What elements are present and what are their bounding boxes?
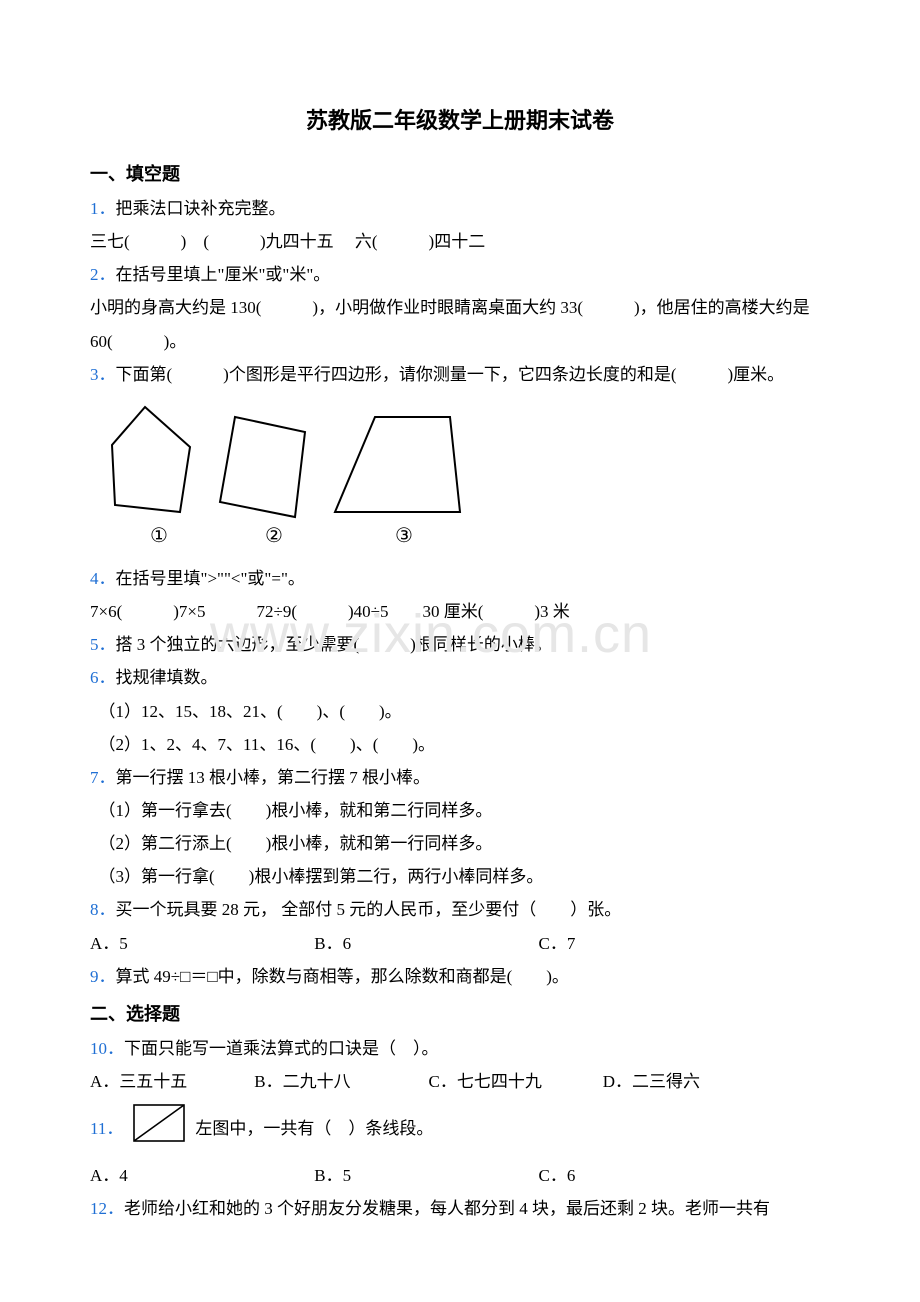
q11-opt-c: C．6 — [539, 1159, 576, 1192]
q8-num: 8． — [90, 900, 116, 919]
q11-text: 左图中，一共有（ ）条线段。 — [195, 1112, 433, 1145]
q6-sub2: （2）1、2、4、7、11、16、( )、( )。 — [90, 728, 830, 761]
q6-line1: 6．找规律填数。 — [90, 661, 830, 694]
q3-line1: 3．下面第( )个图形是平行四边形，请你测量一下，它四条边长度的和是( )厘米。 — [90, 358, 830, 391]
q11-num: 11． — [90, 1112, 123, 1145]
q6-text: 找规律填数。 — [116, 668, 218, 687]
shapes-figure: ① ② ③ — [100, 397, 830, 558]
q11-figure-box — [131, 1102, 187, 1155]
shapes-svg: ① ② ③ — [100, 397, 470, 547]
shape-1-pentagon — [112, 407, 190, 512]
q3-text: 下面第( )个图形是平行四边形，请你测量一下，它四条边长度的和是( )厘米。 — [116, 365, 785, 384]
section-2-heading: 二、选择题 — [90, 997, 830, 1032]
q10-opt-c: C．七七四十九 — [429, 1065, 599, 1098]
q2-line1: 2．在括号里填上"厘米"或"米"。 — [90, 258, 830, 291]
q4-line1: 4．在括号里填">""<"或"="。 — [90, 562, 830, 595]
q9-num: 9． — [90, 967, 116, 986]
q11-diagonal-rect-icon — [131, 1102, 187, 1144]
q10-opt-b: B．二九十八 — [254, 1065, 424, 1098]
shape-3-trapezoid — [335, 417, 460, 512]
q2-line2: 小明的身高大约是 130( )，小明做作业时眼睛离桌面大约 33( )，他居住的… — [90, 291, 830, 357]
q8-options: A．5 B．6 C．7 — [90, 927, 830, 960]
q10-text: 下面只能写一道乘法算式的口诀是（ ）。 — [124, 1039, 439, 1058]
shape-label-2: ② — [265, 525, 283, 547]
q6-sub1: （1）12、15、18、21、( )、( )。 — [90, 695, 830, 728]
q9-line: 9．算式 49÷□＝□中，除数与商相等，那么除数和商都是( )。 — [90, 960, 830, 993]
q11-options: A．4 B．5 C．6 — [90, 1159, 830, 1192]
q12-line: 12．老师给小红和她的 3 个好朋友分发糖果，每人都分到 4 块，最后还剩 2 … — [90, 1192, 830, 1225]
q1-text: 把乘法口诀补充完整。 — [116, 199, 286, 218]
q10-num: 10． — [90, 1039, 124, 1058]
q4-num: 4． — [90, 569, 116, 588]
page-title: 苏教版二年级数学上册期末试卷 — [90, 100, 830, 143]
q10-opt-a: A．三五十五 — [90, 1065, 250, 1098]
q7-text: 第一行摆 13 根小棒，第二行摆 7 根小棒。 — [116, 768, 431, 787]
q4-text: 在括号里填">""<"或"="。 — [116, 569, 305, 588]
q10-line: 10．下面只能写一道乘法算式的口诀是（ ）。 — [90, 1032, 830, 1065]
q5-text: 搭 3 个独立的六边形，至少需要( )根同样长的小棒。 — [116, 635, 552, 654]
q11-row: 11． 左图中，一共有（ ）条线段。 — [90, 1102, 830, 1155]
shape-2-parallelogram — [220, 417, 305, 517]
q12-text: 老师给小红和她的 3 个好朋友分发糖果，每人都分到 4 块，最后还剩 2 块。老… — [124, 1199, 770, 1218]
exam-page: www.zixin.com.cn 苏教版二年级数学上册期末试卷 一、填空题 1．… — [0, 0, 920, 1302]
q11-opt-b: B．5 — [314, 1159, 534, 1192]
q11-opt-a: A．4 — [90, 1159, 310, 1192]
q7-num: 7． — [90, 768, 116, 787]
q8-text: 买一个玩具要 28 元， 全部付 5 元的人民币，至少要付（ ）张。 — [116, 900, 622, 919]
q12-num: 12． — [90, 1199, 124, 1218]
q7-sub3: （3）第一行拿( )根小棒摆到第二行，两行小棒同样多。 — [90, 860, 830, 893]
q9-text: 算式 49÷□＝□中，除数与商相等，那么除数和商都是( )。 — [116, 967, 569, 986]
q7-line1: 7．第一行摆 13 根小棒，第二行摆 7 根小棒。 — [90, 761, 830, 794]
q2-text: 在括号里填上"厘米"或"米"。 — [116, 265, 331, 284]
q8-opt-b: B．6 — [314, 927, 534, 960]
shape-label-3: ③ — [395, 525, 413, 547]
q7-sub2: （2）第二行添上( )根小棒，就和第一行同样多。 — [90, 827, 830, 860]
q10-options: A．三五十五 B．二九十八 C．七七四十九 D．二三得六 — [90, 1065, 830, 1098]
section-1-heading: 一、填空题 — [90, 157, 830, 192]
q2-num: 2． — [90, 265, 116, 284]
q5-num: 5． — [90, 635, 116, 654]
q8-opt-c: C．7 — [539, 927, 576, 960]
q10-opt-d: D．二三得六 — [603, 1065, 700, 1098]
q3-num: 3． — [90, 365, 116, 384]
q4-line2: 7×6( )7×5 72÷9( )40÷5 30 厘米( )3 米 — [90, 595, 830, 628]
q8-line: 8．买一个玩具要 28 元， 全部付 5 元的人民币，至少要付（ ）张。 — [90, 893, 830, 926]
q8-opt-a: A．5 — [90, 927, 310, 960]
q5-line: 5．搭 3 个独立的六边形，至少需要( )根同样长的小棒。 — [90, 628, 830, 661]
q1-num: 1． — [90, 199, 116, 218]
q1-line2: 三七( ) ( )九四十五 六( )四十二 — [90, 225, 830, 258]
q1-line1: 1．把乘法口诀补充完整。 — [90, 192, 830, 225]
q7-sub1: （1）第一行拿去( )根小棒，就和第二行同样多。 — [90, 794, 830, 827]
shape-label-1: ① — [150, 525, 168, 547]
q6-num: 6． — [90, 668, 116, 687]
